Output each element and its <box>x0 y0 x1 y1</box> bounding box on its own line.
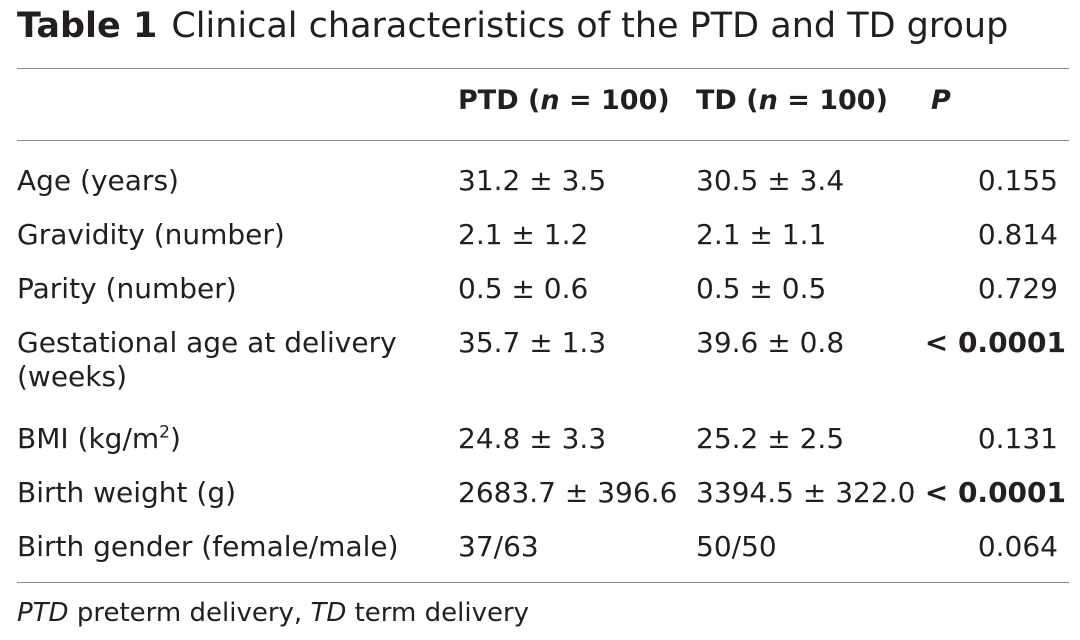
row-p-value: < 0.0001 <box>924 326 1066 359</box>
row-variable: BMI (kg/m2) <box>17 422 437 456</box>
header-ptd-n: n <box>540 85 560 116</box>
row-td-value: 25.2 ± 2.5 <box>696 422 845 455</box>
bottom-rule <box>17 582 1069 583</box>
header-ptd-prefix: PTD ( <box>458 85 541 116</box>
row-ptd-value: 31.2 ± 3.5 <box>458 164 607 197</box>
header-td-n: n <box>758 85 778 116</box>
row-td-value: 30.5 ± 3.4 <box>696 164 845 197</box>
header-td-suffix: = 100) <box>777 85 888 116</box>
row-p-value: < 0.0001 <box>924 476 1066 509</box>
row-ptd-value: 2683.7 ± 396.6 <box>458 476 678 509</box>
row-td-value: 50/50 <box>696 530 777 563</box>
header-td-prefix: TD ( <box>696 85 759 116</box>
header-ptd-suffix: = 100) <box>559 85 670 116</box>
table-title: Table 1 Clinical characteristics of the P… <box>17 6 1008 46</box>
table-caption: Clinical characteristics of the PTD and … <box>171 6 1009 46</box>
row-p-value: 0.131 <box>977 422 1058 455</box>
header-rule <box>17 140 1069 141</box>
row-td-value: 2.1 ± 1.1 <box>696 218 827 251</box>
row-variable: Gestational age at delivery (weeks) <box>17 326 397 393</box>
row-variable: Age (years) <box>17 164 179 197</box>
row-td-value: 39.6 ± 0.8 <box>696 326 845 359</box>
row-variable: Birth weight (g) <box>17 476 237 509</box>
footnote-abbr-td: TD <box>310 598 347 628</box>
header-ptd: PTD (n = 100) <box>458 84 670 118</box>
row-ptd-value: 24.8 ± 3.3 <box>458 422 607 455</box>
row-td-value: 0.5 ± 0.5 <box>696 272 827 305</box>
row-ptd-value: 0.5 ± 0.6 <box>458 272 589 305</box>
footnote-abbr-ptd: PTD <box>17 598 69 628</box>
header-td: TD (n = 100) <box>696 84 888 118</box>
row-p-value: 0.155 <box>977 164 1058 197</box>
row-variable: Gravidity (number) <box>17 218 285 251</box>
table-label: Table 1 <box>17 6 158 46</box>
row-p-value: 0.729 <box>977 272 1058 305</box>
top-rule <box>17 68 1069 69</box>
row-variable: Parity (number) <box>17 272 237 305</box>
table-footnote: PTD preterm delivery, TD term delivery <box>17 596 529 630</box>
footnote-def-td: term delivery <box>346 598 530 628</box>
row-ptd-value: 35.7 ± 1.3 <box>458 326 607 359</box>
footnote-def-ptd: preterm delivery, <box>68 598 311 628</box>
row-variable: Birth gender (female/male) <box>17 530 399 563</box>
bmi-label-prefix: BMI (kg/m <box>17 422 160 455</box>
row-td-value: 3394.5 ± 322.0 <box>696 476 916 509</box>
row-ptd-value: 2.1 ± 1.2 <box>458 218 589 251</box>
row-p-value: 0.064 <box>977 530 1058 563</box>
row-ptd-value: 37/63 <box>458 530 539 563</box>
header-p-value: P <box>931 85 951 116</box>
row-p-value: 0.814 <box>977 218 1058 251</box>
bmi-label-superscript: 2 <box>159 422 170 443</box>
bmi-label-suffix: ) <box>169 422 181 455</box>
